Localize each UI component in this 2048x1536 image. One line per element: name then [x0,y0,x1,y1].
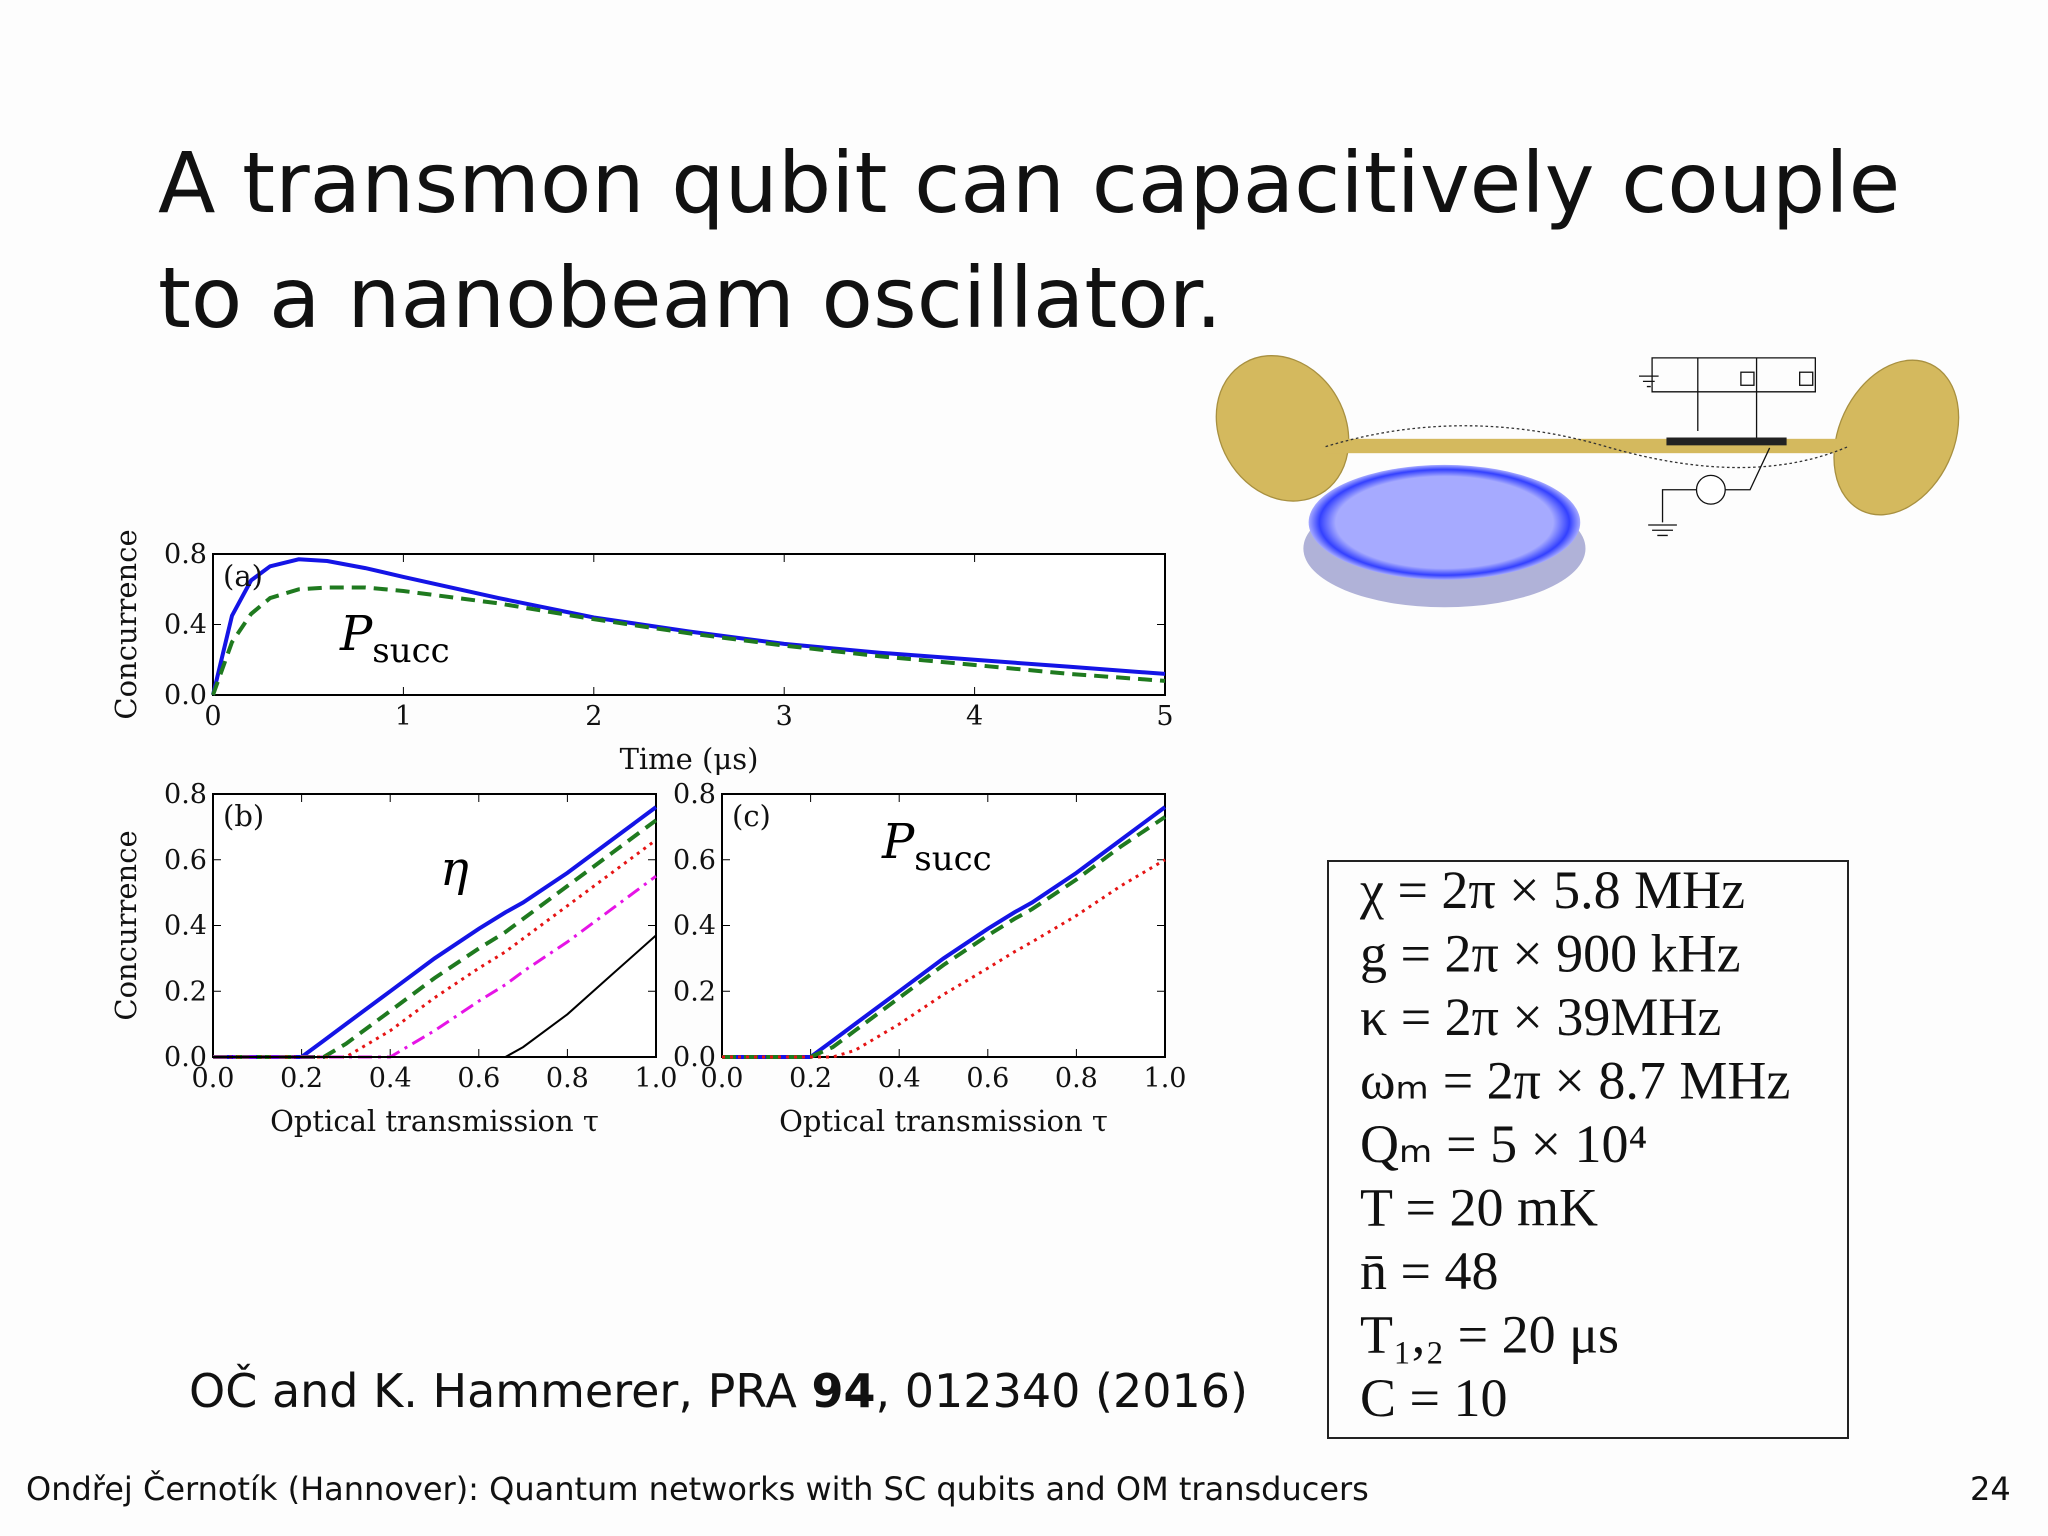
panel-label: (c) [732,799,771,833]
y-tick-label: 0.0 [164,680,207,711]
data-line [211,557,1166,696]
annotation: Psucc [339,606,450,671]
x-tick-label: 0.8 [546,1063,589,1094]
x-tick-label: 1 [395,701,412,732]
parameter: Qₘ = 5 × 10⁴ [1360,1114,1647,1174]
x-tick-label: 0.6 [966,1063,1009,1094]
device-illustration [1215,355,1960,608]
y-tick-label: 0.0 [164,1042,207,1073]
annotation-text: η [440,841,469,897]
x-tick-label: 0.6 [457,1063,500,1094]
parameter: T = 20 mK [1360,1178,1598,1238]
citation-text: , 012340 (2016) [875,1364,1248,1418]
x-tick-label: 0.4 [369,1063,412,1094]
x-tick-label: 3 [776,701,793,732]
y-tick-label: 0.0 [673,1042,716,1073]
annotation: Psucc [881,814,992,879]
plot-frame [212,793,657,1058]
parameter: κ = 2π × 39MHz [1360,987,1721,1047]
parameter-box [1327,860,1849,1439]
panel-label: (a) [223,559,263,593]
x-tick-label: 1.0 [1144,1063,1187,1094]
title-line: to a nanobeam oscillator. [158,249,1222,347]
x-axis-label: Optical transmission τ [270,1104,599,1138]
annotation: η [440,841,469,897]
x-tick-label: 0.0 [192,1063,235,1094]
y-tick-label: 0.2 [673,976,716,1007]
x-tick-label: 0.0 [701,1063,744,1094]
parameter: T₁,₂ = 20 μs [1360,1305,1619,1365]
y-tick-label: 0.8 [164,779,207,810]
x-tick-label: 0.2 [789,1063,832,1094]
x-tick-label: 0.8 [1055,1063,1098,1094]
annotation-subscript: succ [914,839,991,879]
parameter: χ = 2π × 5.8 MHz [1359,860,1745,920]
annotation-text: P [339,606,373,662]
title-line: A transmon qubit can capacitively couple [158,134,1900,232]
y-tick-label: 0.4 [673,911,716,942]
y-tick-label: 0.8 [164,539,207,570]
x-tick-label: 0 [204,701,221,732]
x-tick-label: 0.4 [878,1063,921,1094]
citation: OČ and K. Hammerer, PRA 94, 012340 (2016… [189,1364,1248,1418]
citation-text: OČ and K. Hammerer, PRA [189,1364,812,1418]
x-tick-label: 4 [966,701,983,732]
x-tick-label: 2 [585,701,602,732]
x-axis-label: Optical transmission τ [779,1104,1108,1138]
y-tick-label: 0.6 [673,845,716,876]
annotation-subscript: succ [372,631,449,671]
annotation-text: P [881,814,915,870]
y-axis-label: Concurrence [109,830,143,1020]
page-number: 24 [1970,1470,2011,1508]
panel-label: (b) [223,799,264,833]
footer: Ondřej Černotík (Hannover): Quantum netw… [26,1470,1369,1508]
parameter: C = 10 [1360,1368,1507,1428]
x-axis-label: Time (μs) [620,742,759,776]
x-tick-label: 5 [1156,701,1173,732]
plot-frame [721,793,1166,1058]
citation-volume: 94 [811,1364,876,1418]
y-axis-label: Concurrence [109,529,143,719]
parameter: ωₘ = 2π × 8.7 MHz [1360,1051,1790,1111]
y-tick-label: 0.2 [164,976,207,1007]
y-tick-label: 0.4 [164,610,207,641]
parameter: g = 2π × 900 kHz [1360,924,1741,984]
y-tick-label: 0.6 [164,845,207,876]
parameter: n̄ = 48 [1360,1241,1498,1301]
x-tick-label: 0.2 [280,1063,323,1094]
data-line [213,934,657,1058]
y-tick-label: 0.4 [164,911,207,942]
y-tick-label: 0.8 [673,779,716,810]
x-tick-label: 1.0 [635,1063,678,1094]
data-line [211,585,1166,696]
data-line [722,858,1166,1059]
